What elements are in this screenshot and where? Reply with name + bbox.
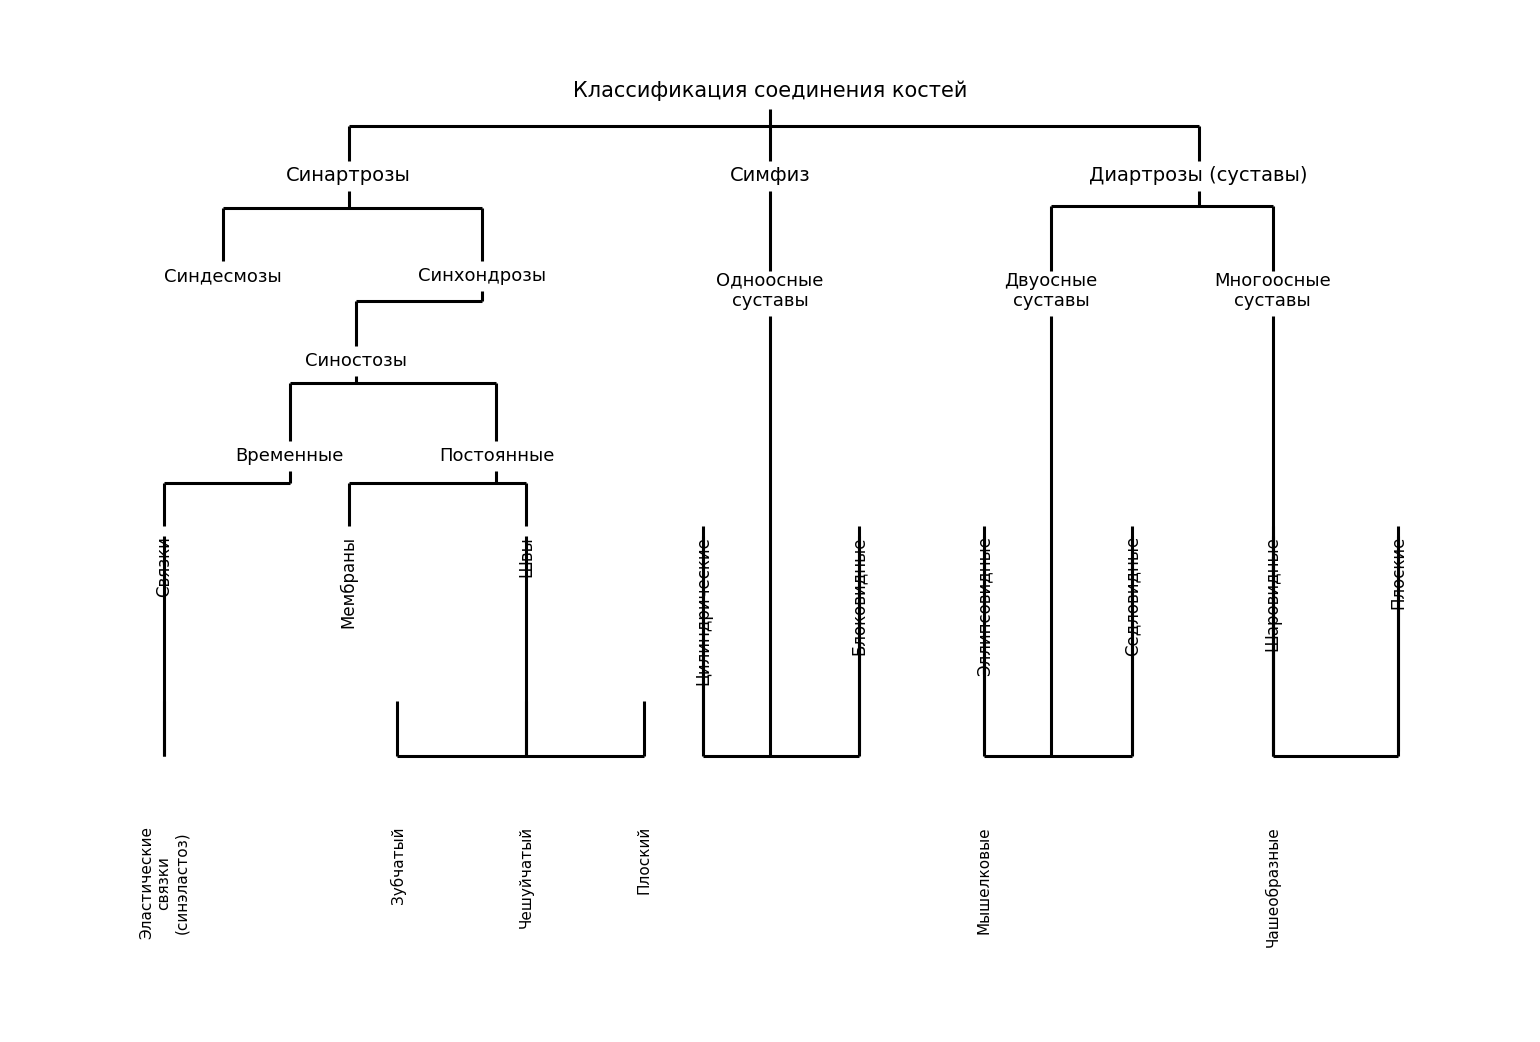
Text: Зубчатый: Зубчатый [390,826,405,903]
Text: Диартрозы (суставы): Диартрозы (суставы) [1089,167,1307,185]
Text: Синартрозы: Синартрозы [286,167,411,185]
Text: Седловидные: Седловидные [1123,536,1141,656]
Text: Эластические
связки
(синэластоз): Эластические связки (синэластоз) [139,826,189,939]
Text: Мышелковые: Мышелковые [976,826,992,934]
Text: Синхондрозы: Синхондрозы [417,267,545,284]
Text: Классификация соединения костей: Классификация соединения костей [573,80,967,101]
Text: Эллипсовидные: Эллипсовидные [975,536,993,676]
Text: Связки: Связки [156,536,172,597]
Text: Мембраны: Мембраны [339,536,357,628]
Text: Многоосные
суставы: Многоосные суставы [1214,272,1331,311]
Text: Плоский: Плоский [638,826,651,894]
Text: Симфиз: Симфиз [730,167,810,185]
Text: Плоские: Плоские [1389,536,1408,610]
Text: Временные: Временные [236,447,343,465]
Text: Синдесмозы: Синдесмозы [165,267,282,284]
Text: Швы: Швы [517,536,534,577]
Text: Двуосные
суставы: Двуосные суставы [1004,272,1098,311]
Text: Синостозы: Синостозы [305,352,407,370]
Text: Шаровидные: Шаровидные [1264,536,1281,651]
Text: Блоковидные: Блоковидные [850,536,867,654]
Text: Цилиндрические: Цилиндрические [695,536,713,685]
Text: Чешуйчатый: Чешуйчатый [519,826,533,928]
Text: Одноосные
суставы: Одноосные суставы [716,272,824,311]
Text: Чашеобразные: Чашеобразные [1264,826,1281,947]
Text: Постоянные: Постоянные [439,447,554,465]
